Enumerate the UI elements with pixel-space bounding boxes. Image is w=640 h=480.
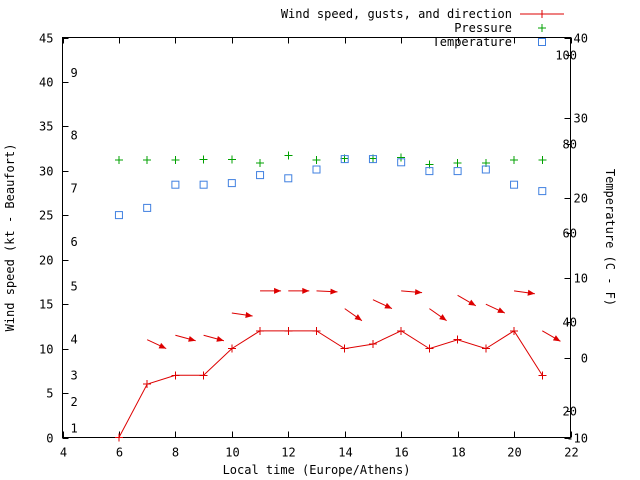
square-marker <box>510 180 519 189</box>
y-left-tick-label: 30 <box>39 165 53 179</box>
gust-direction-series <box>146 287 561 350</box>
square-marker <box>538 187 547 196</box>
y-left-tick-label: 20 <box>39 254 53 268</box>
x-tick-label: 16 <box>394 446 408 460</box>
gust-arrow-head <box>552 335 561 342</box>
y-left-tick-label: 35 <box>39 120 53 134</box>
y-right-fahrenheit-label: 60 <box>563 227 577 241</box>
square-marker <box>538 38 546 46</box>
gust-arrow-head <box>274 287 282 294</box>
square-marker <box>256 171 265 180</box>
square-marker <box>453 167 462 176</box>
square-marker <box>199 180 208 189</box>
legend-label: Wind speed, gusts, and direction <box>281 7 512 21</box>
y-right-celsius-label: 30 <box>574 112 588 126</box>
x-axis-title: Local time (Europe/Athens) <box>223 463 411 477</box>
gust-arrow-head <box>439 314 447 321</box>
legend-label: Temperature <box>433 35 512 49</box>
gust-arrow-head <box>330 288 338 295</box>
y-left-tick-label: 0 <box>46 432 53 446</box>
axes: 4 6 8 10 12 14 16 18 20 2205101520253035404512345… <box>3 32 617 478</box>
square-marker <box>284 174 293 183</box>
gust-arrow-head <box>302 287 310 294</box>
temperature-series <box>114 155 547 220</box>
square-marker <box>425 167 434 176</box>
y-right-celsius-label: 40 <box>574 32 588 46</box>
beaufort-number: 6 <box>71 235 78 249</box>
wind-speed-line <box>118 330 543 438</box>
beaufort-number: 1 <box>71 422 78 436</box>
beaufort-number: 9 <box>71 66 78 80</box>
gust-arrow-head <box>188 336 196 342</box>
y-right-celsius-label: 0 <box>581 352 588 366</box>
square-marker <box>171 180 180 189</box>
y-left-tick-label: 40 <box>39 76 53 90</box>
y-right-fahrenheit-label: 40 <box>563 316 577 330</box>
square-marker <box>114 211 123 220</box>
x-tick-label: 20 <box>507 446 521 460</box>
x-tick-label: 6 <box>116 446 123 460</box>
x-tick-label: 8 <box>172 446 179 460</box>
square-marker <box>143 203 152 212</box>
y-left-tick-label: 5 <box>46 387 53 401</box>
square-marker <box>368 155 377 164</box>
x-tick-label: 18 <box>451 446 465 460</box>
beaufort-number: 2 <box>71 395 78 409</box>
x-tick-label: 12 <box>281 446 295 460</box>
y-left-tick-label: 10 <box>39 343 53 357</box>
gust-arrow-head <box>158 342 167 349</box>
plot-border <box>62 37 571 438</box>
y-right-fahrenheit-label: 100 <box>555 49 577 63</box>
square-marker <box>481 165 490 174</box>
y-right-fahrenheit-label: 20 <box>563 405 577 419</box>
square-marker <box>312 165 321 174</box>
gust-arrow-head <box>414 289 423 296</box>
square-marker <box>397 158 406 167</box>
legend-label: Pressure <box>454 21 512 35</box>
x-tick-label: 4 <box>60 446 67 460</box>
gust-arrow-head <box>384 302 392 309</box>
gust-arrow-head <box>245 312 253 318</box>
pressure-series <box>114 151 547 169</box>
beaufort-number: 5 <box>71 279 78 293</box>
y-left-tick-label: 45 <box>39 32 53 46</box>
beaufort-number: 4 <box>71 333 78 347</box>
y-right-fahrenheit-label: 80 <box>563 138 577 152</box>
y-right-celsius-label: 20 <box>574 192 588 206</box>
gust-arrow-head <box>468 299 476 306</box>
y-left-axis-title: Wind speed (kt - Beaufort) <box>3 144 17 332</box>
beaufort-number: 3 <box>71 368 78 382</box>
x-tick-label: 22 <box>564 446 578 460</box>
wind-speed-series <box>114 326 547 442</box>
gust-arrow-head <box>216 336 224 342</box>
beaufort-number: 7 <box>71 182 78 196</box>
y-left-tick-label: 25 <box>39 209 53 223</box>
gust-arrow-head <box>354 314 362 321</box>
gust-arrow-head <box>527 289 535 296</box>
y-left-tick-label: 15 <box>39 298 53 312</box>
legend: Wind speed, gusts, and directionPressure… <box>281 7 564 49</box>
x-tick-label: 14 <box>338 446 352 460</box>
gust-arrow-head <box>497 307 505 314</box>
y-right-celsius-label: -10 <box>566 432 588 446</box>
beaufort-number: 8 <box>71 128 78 142</box>
square-marker <box>227 179 236 188</box>
x-tick-label: 10 <box>225 446 239 460</box>
y-right-celsius-label: 10 <box>574 272 588 286</box>
y-right-axis-title: Temperature (C - F) <box>603 169 617 306</box>
square-marker <box>340 155 349 164</box>
